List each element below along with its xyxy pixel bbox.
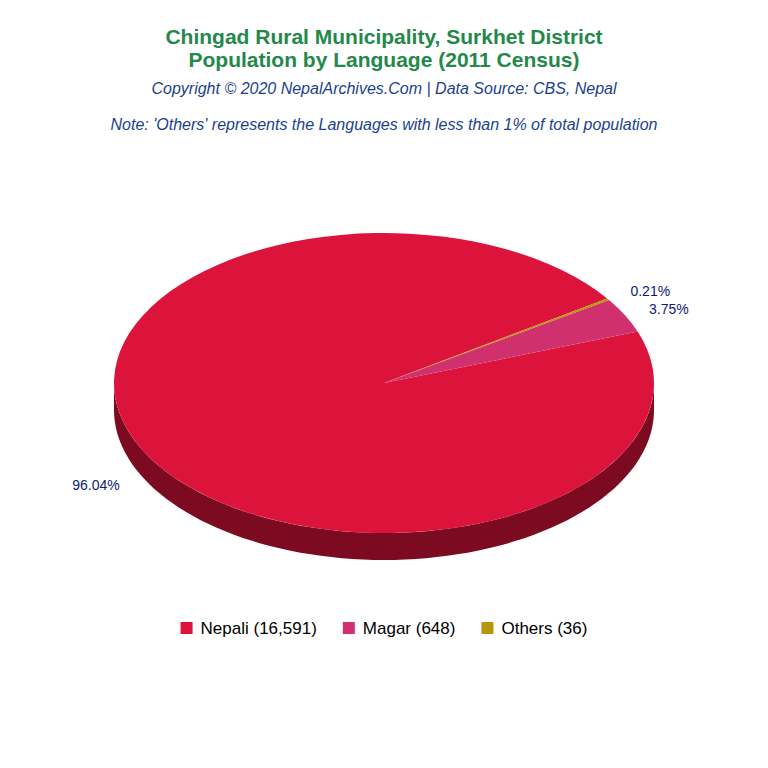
slice xyxy=(384,300,638,383)
data-label: 3.75% xyxy=(649,301,689,317)
subtitle: Copyright © 2020 NepalArchives.Com | Dat… xyxy=(151,80,616,97)
annotation: Note: 'Others' represents the Languages … xyxy=(111,116,658,133)
legend-label: Nepali (16,591) xyxy=(201,619,317,638)
legend-item: Others (36) xyxy=(481,619,587,638)
legend-item: Magar (648) xyxy=(343,619,456,638)
legend-label: Magar (648) xyxy=(363,619,456,638)
legend: Nepali (16,591) Magar (648) Others (36) xyxy=(181,619,588,638)
title: Chingad Rural Municipality, Surkhet Dist… xyxy=(165,25,602,48)
legend-swatch xyxy=(343,622,355,634)
legend-item: Nepali (16,591) xyxy=(181,619,317,638)
data-label: 96.04% xyxy=(72,477,119,493)
pie-top xyxy=(114,233,654,533)
slice xyxy=(114,233,654,533)
title: Population by Language (2011 Census) xyxy=(189,48,580,71)
slice xyxy=(384,298,609,383)
pie xyxy=(114,233,654,560)
chart: Chingad Rural Municipality, Surkhet Dist… xyxy=(0,0,768,768)
legend-swatch xyxy=(481,622,493,634)
legend-label: Others (36) xyxy=(501,619,587,638)
data-label: 0.21% xyxy=(630,283,670,299)
legend-swatch xyxy=(181,622,193,634)
